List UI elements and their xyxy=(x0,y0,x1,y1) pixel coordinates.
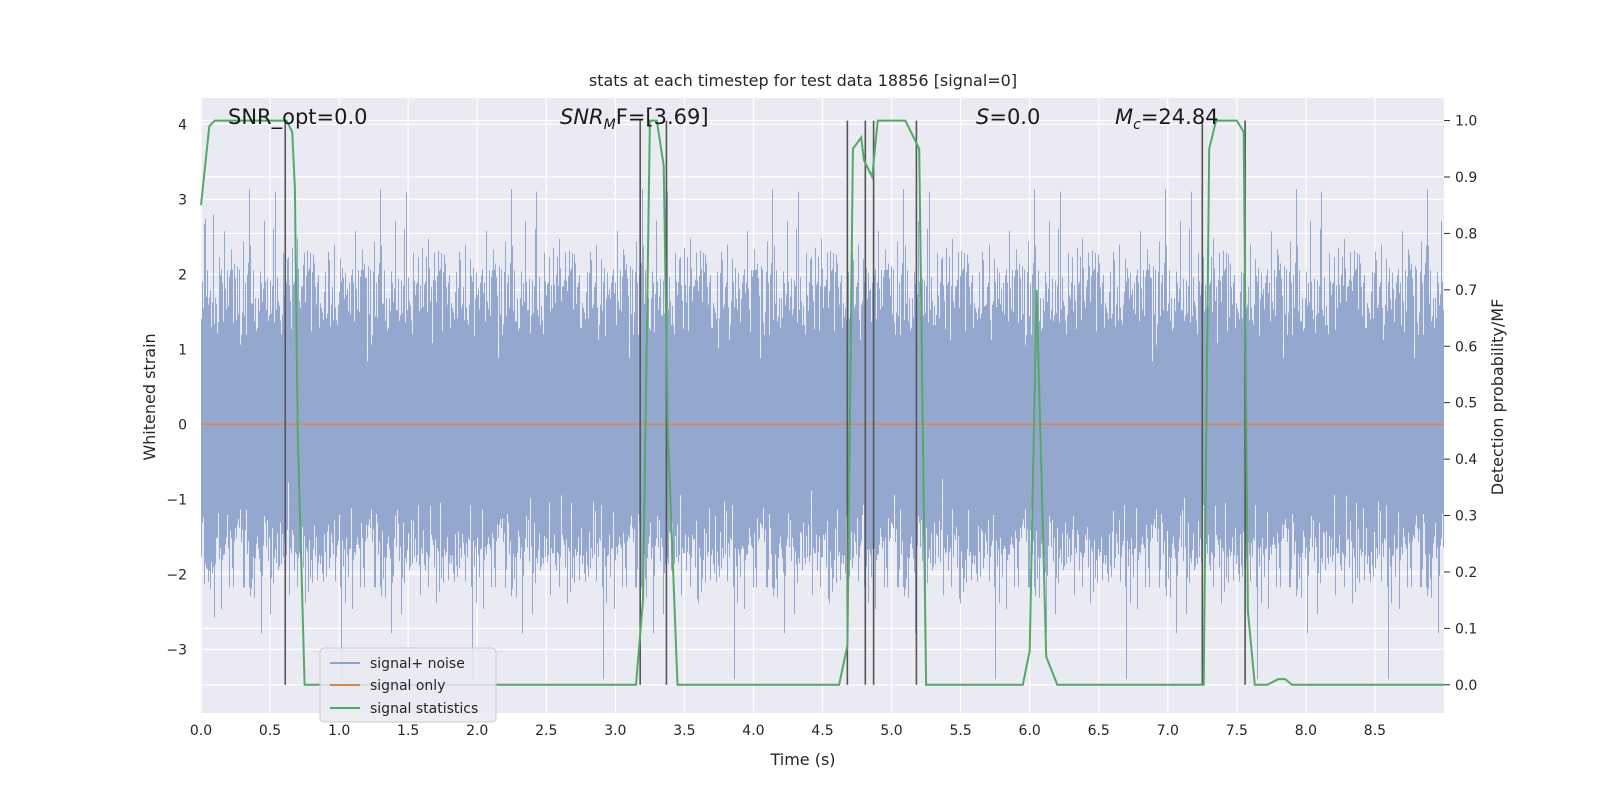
y-left-tick-label: 4 xyxy=(178,117,187,133)
y-right-tick-label: 0.5 xyxy=(1455,396,1477,412)
y-left-tick-label: −1 xyxy=(166,492,187,508)
x-axis-label: Time (s) xyxy=(769,750,835,769)
x-tick-label: 1.5 xyxy=(397,723,419,739)
annotation-snr-mf: SNRMF=[3.69] xyxy=(560,105,709,133)
legend: signal+ noise signal only signal statist… xyxy=(319,647,497,723)
annotation-snr-opt: SNR_opt=0.0 xyxy=(228,105,368,130)
x-tick-label: 5.0 xyxy=(880,723,902,739)
series-signal-statistics xyxy=(200,119,1444,686)
annotation-mc: Mc=24.84 xyxy=(1115,105,1219,133)
x-tick-label: 4.0 xyxy=(742,723,764,739)
y-right-tick-label: 0.8 xyxy=(1455,226,1477,242)
x-tick-label: 1.0 xyxy=(328,723,350,739)
y-right-tick-label: 0.6 xyxy=(1455,339,1477,355)
x-tick-label: 0.5 xyxy=(259,723,281,739)
legend-box xyxy=(319,647,497,723)
y-left-tick-labels: 4 3 2 1 0 −1 −2 −3 xyxy=(166,117,187,658)
x-tick-label: 2.0 xyxy=(466,723,488,739)
x-tick-labels: 0.0 0.5 1.0 1.5 2.0 2.5 3.0 3.5 4.0 4.5 5.0 5.5 6.0 6… xyxy=(190,723,1386,739)
y-left-tick-label: 0 xyxy=(178,417,187,433)
x-tick-label: 3.5 xyxy=(673,723,695,739)
x-tick-label: 8.5 xyxy=(1364,723,1386,739)
x-tick-label: 3.0 xyxy=(604,723,626,739)
series-signal-noise xyxy=(201,189,1444,680)
x-tick-label: 7.0 xyxy=(1157,723,1179,739)
y-right-tick-label: 0.4 xyxy=(1455,452,1477,468)
x-tick-label: 0.0 xyxy=(190,723,212,739)
y-left-tick-label: 2 xyxy=(178,267,187,283)
x-tick-label: 8.0 xyxy=(1295,723,1317,739)
legend-label-noise: signal+ noise xyxy=(370,656,465,672)
x-tick-label: 7.5 xyxy=(1226,723,1248,739)
y-left-tick-label: 1 xyxy=(178,342,187,358)
x-tick-label: 4.5 xyxy=(811,723,833,739)
x-tick-label: 6.0 xyxy=(1019,723,1041,739)
y-right-tick-labels: 1.0 0.9 0.8 0.7 0.6 0.5 0.4 0.3 0.2 0.1 0.0 xyxy=(1444,114,1477,694)
y-right-tick-label: 1.0 xyxy=(1455,114,1477,130)
y-right-tick-label: 0.2 xyxy=(1455,565,1477,581)
y-axis-label-left: Whitened strain xyxy=(140,333,159,460)
y-left-tick-label: −3 xyxy=(166,642,187,658)
y-left-tick-label: 3 xyxy=(178,192,187,208)
x-tick-label: 2.5 xyxy=(535,723,557,739)
x-tick-label: 5.5 xyxy=(949,723,971,739)
y-right-tick-label: 0.7 xyxy=(1455,283,1477,299)
y-right-tick-label: 0.3 xyxy=(1455,509,1477,525)
legend-label-signal-only: signal only xyxy=(370,678,445,694)
annotation-s: S=0.0 xyxy=(976,105,1040,129)
y-right-tick-label: 0.1 xyxy=(1455,621,1477,637)
x-tick-label: 6.5 xyxy=(1088,723,1110,739)
y-right-tick-label: 0.0 xyxy=(1455,678,1477,694)
y-axis-label-right: Detection probability/MF xyxy=(1488,299,1507,496)
chart-title: stats at each timestep for test data 188… xyxy=(589,71,1017,90)
noise-trace xyxy=(201,189,1444,680)
legend-label-statistics: signal statistics xyxy=(370,701,478,717)
y-right-tick-label: 0.9 xyxy=(1455,170,1477,186)
y-left-tick-label: −2 xyxy=(166,567,187,583)
